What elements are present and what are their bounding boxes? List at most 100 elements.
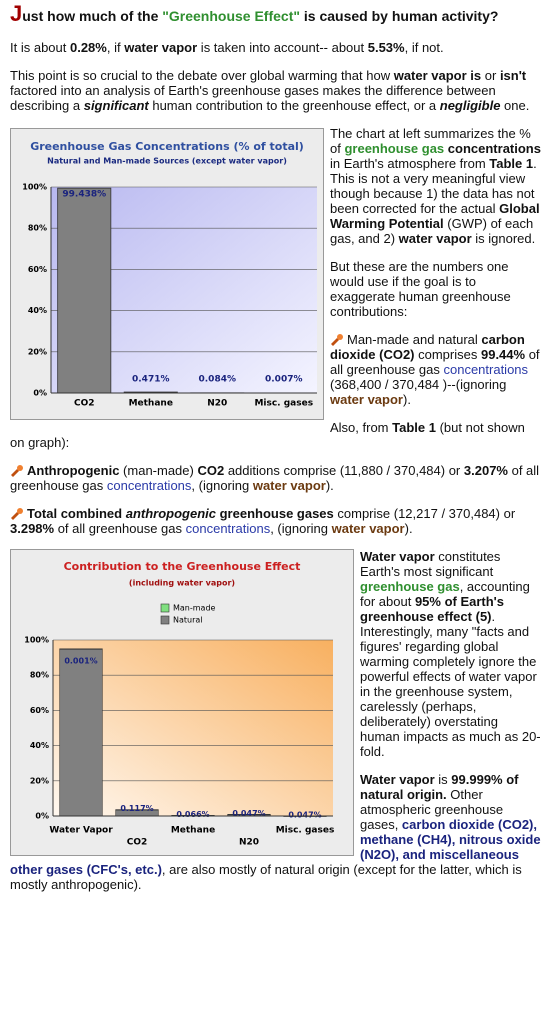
y-tick-label: 0% bbox=[33, 389, 47, 398]
x-tick-label: Water Vapor bbox=[49, 826, 113, 836]
x-tick-label: Methane bbox=[129, 399, 173, 409]
chart-frame: Contribution to the Greenhouse Effect (in… bbox=[10, 549, 354, 856]
text-run: , if bbox=[106, 40, 125, 55]
heading: Just how much of the "Greenhouse Effect"… bbox=[10, 3, 541, 25]
text-run: concentrations bbox=[447, 141, 541, 156]
text-run: of all greenhouse gas bbox=[54, 521, 186, 536]
text-run: factored into an analysis of Earth's gre… bbox=[10, 83, 496, 113]
text-run: water vapor bbox=[124, 40, 198, 55]
text-run: of all greenhouse gas bbox=[330, 347, 540, 377]
text-run: It is about bbox=[10, 40, 70, 55]
text-run: (5) bbox=[475, 609, 492, 624]
text-run: additions comprise (11,880 / 370,484) or bbox=[224, 463, 464, 478]
text-run: The chart at left summarizes the % of bbox=[330, 126, 531, 156]
bar-segment bbox=[59, 648, 103, 650]
legend-swatch bbox=[160, 603, 170, 613]
text-run: (368,400 / 370,484 )--(ignoring bbox=[330, 377, 507, 392]
text-run: water vapor bbox=[252, 478, 326, 493]
text-run: isn't bbox=[499, 68, 527, 83]
text-run: 3.298% bbox=[10, 521, 55, 536]
y-tick-label: 20% bbox=[30, 776, 49, 785]
text-run: , are also mostly of natural origin (exc… bbox=[10, 862, 522, 892]
paragraph: The chart at left summarizes the % of gr… bbox=[10, 126, 541, 246]
value-label: 0.001% bbox=[64, 656, 97, 665]
bullet-icon bbox=[11, 465, 23, 477]
text-run: is caused by human activity? bbox=[300, 8, 499, 24]
text-run[interactable]: concentrations bbox=[443, 362, 529, 377]
legend-label: Man-made bbox=[173, 604, 216, 613]
text-run: carbon dioxide (CO2) bbox=[330, 332, 525, 362]
legend-swatch bbox=[160, 615, 170, 625]
y-tick-label: 100% bbox=[22, 183, 47, 192]
text-run[interactable]: concentrations bbox=[185, 521, 271, 536]
value-label: 0.007% bbox=[265, 375, 303, 385]
text-run: (but not shown on graph): bbox=[10, 420, 525, 450]
chart: Greenhouse Gas Concentrations (% of tota… bbox=[22, 140, 317, 409]
paragraph: Water vapor is 99.999% of natural origin… bbox=[10, 772, 541, 892]
value-label: 0.117% bbox=[120, 804, 153, 813]
text-run[interactable]: concentrations bbox=[106, 478, 192, 493]
value-label: 0.047% bbox=[288, 810, 321, 819]
text-run: . This is not a very meaningful view tho… bbox=[330, 156, 537, 216]
y-tick-label: 0% bbox=[35, 812, 49, 821]
text-run: , (ignoring bbox=[191, 478, 253, 493]
text-run: Table 1 bbox=[489, 156, 534, 171]
bar-segment bbox=[115, 809, 159, 811]
chart-title: Greenhouse Gas Concentrations (% of tota… bbox=[30, 140, 304, 153]
paragraph: This point is so crucial to the debate o… bbox=[10, 68, 541, 113]
text-run: greenhouse gases bbox=[216, 506, 334, 521]
text-run: comprise (12,217 / 370,484) or bbox=[333, 506, 516, 521]
y-tick-label: 80% bbox=[28, 224, 47, 233]
text-run: Man-made and natural bbox=[347, 332, 482, 347]
text-run: or bbox=[481, 68, 500, 83]
chart-title: Contribution to the Greenhouse Effect bbox=[64, 560, 301, 573]
text-run: anthropogenic bbox=[125, 506, 216, 521]
text-run: Global Warming Potential bbox=[330, 201, 540, 231]
text-run: , (ignoring bbox=[270, 521, 332, 536]
value-label: 99.438% bbox=[62, 190, 106, 200]
text-run: Other atmospheric greenhouse gases, bbox=[360, 787, 504, 832]
bar-segment bbox=[59, 648, 103, 817]
text-run: of all greenhouse gas bbox=[10, 463, 540, 493]
x-tick-label: Misc. gases bbox=[254, 399, 313, 409]
x-tick-label: CO2 bbox=[127, 838, 148, 848]
text-run: is bbox=[434, 772, 452, 787]
chart-subtitle: Natural and Man-made Sources (except wat… bbox=[47, 157, 287, 166]
x-tick-label: Methane bbox=[171, 826, 215, 836]
y-tick-label: 100% bbox=[24, 636, 49, 645]
text-run: (man-made) bbox=[119, 463, 198, 478]
paragraph: Also, from Table 1 (but not shown on gra… bbox=[10, 420, 541, 450]
text-run: Water vapor bbox=[360, 772, 435, 787]
text-run: is ignored. bbox=[471, 231, 536, 246]
text-run: water vapor bbox=[330, 392, 403, 407]
bullet-item: Man-made and natural carbon dioxide (CO2… bbox=[10, 332, 541, 407]
bullet-icon bbox=[331, 334, 343, 346]
bar bbox=[57, 187, 112, 394]
text-run: significant bbox=[83, 98, 149, 113]
value-label: 0.047% bbox=[232, 809, 265, 818]
text-run: is taken into account-- about bbox=[197, 40, 368, 55]
chart-frame: Greenhouse Gas Concentrations (% of tota… bbox=[10, 128, 324, 420]
text-run: (GWP) of each gas, and 2) bbox=[330, 216, 534, 246]
text-run: Total combined bbox=[27, 506, 126, 521]
paragraph: But these are the numbers one would use … bbox=[10, 259, 541, 319]
y-tick-label: 40% bbox=[30, 741, 49, 750]
x-tick-label: Misc. gases bbox=[276, 826, 335, 836]
text-run: CO2 bbox=[197, 463, 225, 478]
chart: Contribution to the Greenhouse Effect (in… bbox=[24, 560, 335, 848]
bullet-icon bbox=[11, 508, 23, 520]
text-run: water vapor bbox=[331, 521, 405, 536]
value-label: 0.084% bbox=[199, 375, 237, 385]
text-run: 99.44% bbox=[480, 347, 526, 362]
text-run: "Greenhouse Effect" bbox=[162, 8, 301, 24]
text-run: , if not. bbox=[404, 40, 444, 55]
bar-segment bbox=[227, 814, 271, 816]
x-tick-label: N20 bbox=[207, 399, 227, 409]
text-run: water vapor bbox=[398, 231, 472, 246]
text-run: . Interestingly, many "facts and figures… bbox=[360, 609, 541, 759]
text-run: Water vapor bbox=[360, 549, 435, 564]
text-run: This point is so crucial to the debate o… bbox=[10, 68, 394, 83]
value-label: 0.471% bbox=[132, 375, 170, 385]
text-run: one. bbox=[500, 98, 530, 113]
